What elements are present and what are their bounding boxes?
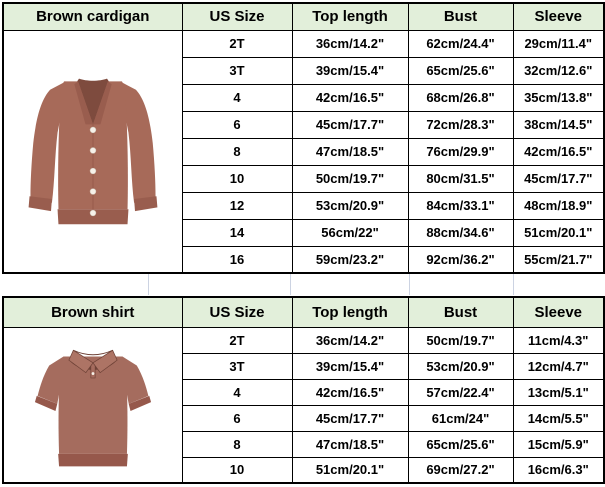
measurement-cell: 42cm/16.5" [291, 83, 409, 112]
measurement-cell: 55cm/21.7" [512, 245, 605, 274]
size-table-cardigan: Brown cardigan US Size Top length Bust S… [2, 2, 605, 274]
us-size-cell: 4 [181, 378, 293, 406]
measurement-cell: 80cm/31.5" [407, 164, 514, 193]
header-row: Brown shirt US Size Top length Bust Slee… [2, 296, 605, 328]
measurement-cell: 39cm/15.4" [291, 352, 409, 380]
measurement-cell: 48cm/18.9" [512, 191, 605, 220]
measurement-cell: 56cm/22" [291, 218, 409, 247]
us-size-cell: 6 [181, 404, 293, 432]
us-size-cell: 8 [181, 430, 293, 458]
us-size-cell: 12 [181, 191, 293, 220]
us-size-cell: 14 [181, 218, 293, 247]
product-name-cardigan: Brown cardigan [2, 2, 183, 31]
us-size-cell: 10 [181, 456, 293, 484]
gridline [148, 274, 149, 295]
us-size-cell: 4 [181, 83, 293, 112]
size-row: 6 45cm/17.7" 72cm/28.3" 38cm/14.5" [3, 110, 605, 139]
us-size-cell: 8 [181, 137, 293, 166]
measurement-cell: 13cm/5.1" [512, 378, 605, 406]
size-row: 2T 36cm/14.2" 50cm/19.7" 11cm/4.3" [2, 326, 605, 484]
measurement-cell: 32cm/12.6" [512, 56, 605, 85]
measurement-cell: 14cm/5.5" [512, 404, 605, 432]
measurement-cell: 15cm/5.9" [512, 430, 605, 458]
column-header-us-size: US Size [181, 296, 293, 328]
measurement-cell: 53cm/20.9" [407, 352, 514, 380]
measurement-cell: 35cm/13.8" [512, 83, 605, 112]
measurement-cell: 47cm/18.5" [291, 430, 409, 458]
size-row: 10 50cm/19.7" 80cm/31.5" 45cm/17.7" [3, 164, 605, 193]
us-size-cell: 10 [181, 164, 293, 193]
measurement-cell: 65cm/25.6" [407, 56, 514, 85]
measurement-cell: 36cm/14.2" [291, 29, 409, 58]
measurement-cell: 76cm/29.9" [407, 137, 514, 166]
column-header-us-size: US Size [181, 2, 293, 31]
brown-cardigan-photo [23, 68, 163, 232]
measurement-cell: 45cm/17.7" [291, 404, 409, 432]
measurement-cell: 45cm/17.7" [291, 110, 409, 139]
column-header-sleeve: Sleeve [512, 2, 605, 31]
size-row: 8 47cm/18.5" 76cm/29.9" 42cm/16.5" [3, 137, 605, 166]
measurement-cell: 68cm/26.8" [407, 83, 514, 112]
measurement-cell: 50cm/19.7" [407, 326, 514, 354]
measurement-cell: 59cm/23.2" [291, 245, 409, 274]
measurement-cell: 65cm/25.6" [407, 430, 514, 458]
brown-cardigan-image [2, 29, 183, 274]
brown-shirt-image [2, 326, 183, 484]
measurement-cell: 72cm/28.3" [407, 110, 514, 139]
measurement-cell: 38cm/14.5" [512, 110, 605, 139]
us-size-cell: 2T [181, 29, 293, 58]
measurement-cell: 57cm/22.4" [407, 378, 514, 406]
size-row: 3T 39cm/15.4" 65cm/25.6" 32cm/12.6" [3, 56, 605, 85]
measurement-cell: 39cm/15.4" [291, 56, 409, 85]
us-size-cell: 16 [181, 245, 293, 274]
size-row: 10 51cm/20.1" 69cm/27.2" 16cm/6.3" [3, 456, 605, 484]
us-size-cell: 3T [181, 352, 293, 380]
size-row: 14 56cm/22" 88cm/34.6" 51cm/20.1" [3, 218, 605, 247]
measurement-cell: 42cm/16.5" [512, 137, 605, 166]
column-header-bust: Bust [407, 296, 514, 328]
measurement-cell: 51cm/20.1" [512, 218, 605, 247]
measurement-cell: 61cm/24" [407, 404, 514, 432]
column-header-top-length: Top length [291, 2, 409, 31]
measurement-cell: 62cm/24.4" [407, 29, 514, 58]
measurement-cell: 47cm/18.5" [291, 137, 409, 166]
brown-shirt-photo [26, 335, 160, 471]
measurement-cell: 29cm/11.4" [512, 29, 605, 58]
measurement-cell: 53cm/20.9" [291, 191, 409, 220]
size-row: 3T 39cm/15.4" 53cm/20.9" 12cm/4.7" [3, 352, 605, 380]
measurement-cell: 50cm/19.7" [291, 164, 409, 193]
size-table-shirt: Brown shirt US Size Top length Bust Slee… [2, 296, 605, 484]
us-size-cell: 6 [181, 110, 293, 139]
column-header-bust: Bust [407, 2, 514, 31]
measurement-cell: 45cm/17.7" [512, 164, 605, 193]
measurement-cell: 84cm/33.1" [407, 191, 514, 220]
measurement-cell: 92cm/36.2" [407, 245, 514, 274]
size-row: 6 45cm/17.7" 61cm/24" 14cm/5.5" [3, 404, 605, 432]
measurement-cell: 11cm/4.3" [512, 326, 605, 354]
column-header-top-length: Top length [291, 296, 409, 328]
size-row: 8 47cm/18.5" 65cm/25.6" 15cm/5.9" [3, 430, 605, 458]
size-row: 16 59cm/23.2" 92cm/36.2" 55cm/21.7" [3, 245, 605, 274]
gridline [290, 274, 291, 295]
measurement-cell: 36cm/14.2" [291, 326, 409, 354]
gridline [409, 274, 410, 295]
product-name-shirt: Brown shirt [2, 296, 183, 328]
measurement-cell: 88cm/34.6" [407, 218, 514, 247]
measurement-cell: 42cm/16.5" [291, 378, 409, 406]
measurement-cell: 16cm/6.3" [512, 456, 605, 484]
measurement-cell: 69cm/27.2" [407, 456, 514, 484]
us-size-cell: 3T [181, 56, 293, 85]
header-row: Brown cardigan US Size Top length Bust S… [2, 2, 605, 31]
us-size-cell: 2T [181, 326, 293, 354]
size-row: 2T 36cm/14.2" 62cm/24.4" 29cm/11.4" [2, 29, 605, 274]
measurement-cell: 51cm/20.1" [291, 456, 409, 484]
spreadsheet-gap [2, 274, 603, 295]
measurement-cell: 12cm/4.7" [512, 352, 605, 380]
gridline [513, 274, 514, 295]
column-header-sleeve: Sleeve [512, 296, 605, 328]
